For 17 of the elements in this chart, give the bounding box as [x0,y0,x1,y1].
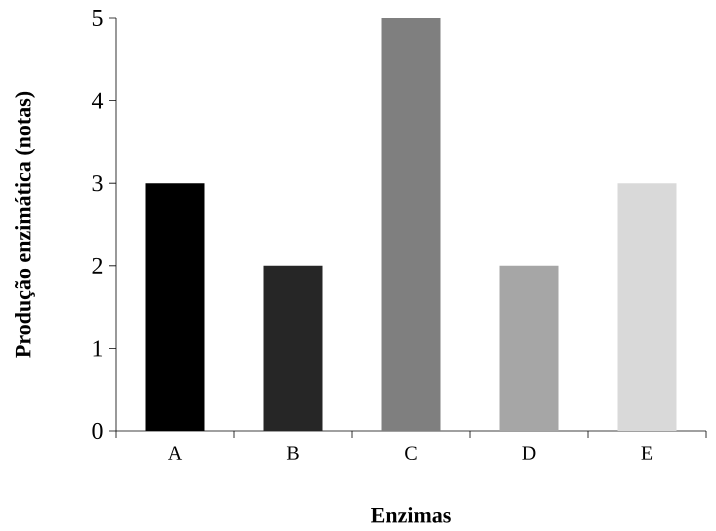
x-tick-label: A [168,446,182,460]
y-tick-label: 4 [92,92,104,108]
bar [618,183,677,431]
x-tick-label: B [286,446,299,460]
y-axis-title: Produção enzimática (notas) [14,92,36,358]
y-tick-label: 5 [92,10,103,26]
y-tick-label: 1 [94,340,102,356]
x-tick-label: C [405,446,417,460]
x-axis-title: Enzimas [371,507,451,523]
y-tick-label: 2 [92,258,102,274]
x-tick-label: E [641,446,652,460]
x-tick-label: D [522,446,536,460]
bar [264,266,323,431]
y-tick-label: 0 [92,422,103,440]
bar [500,266,559,431]
bar [382,18,441,431]
y-tick-label: 3 [92,175,103,192]
